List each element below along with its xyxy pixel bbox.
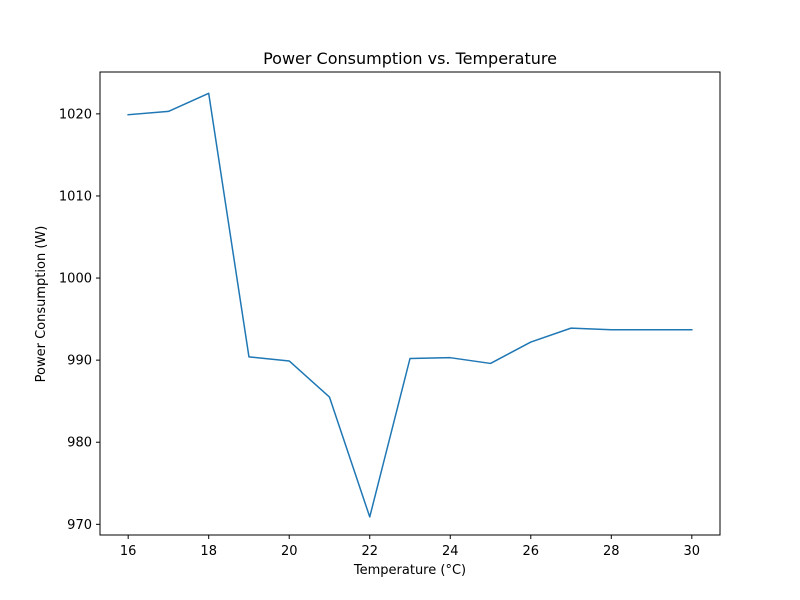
x-tick-label: 18 xyxy=(200,544,217,559)
y-tick-label: 980 xyxy=(67,436,92,451)
plot-area: 16 18 20 22 24 26 28 30 970 980 990 1000 1010 1020 xyxy=(59,71,721,559)
chart-title: Power Consumption vs. Temperature xyxy=(263,49,557,68)
y-tick-label: 970 xyxy=(67,518,92,533)
y-tick-label: 1010 xyxy=(59,189,92,204)
x-tick-label: 24 xyxy=(442,544,459,559)
x-tick-label: 22 xyxy=(361,544,378,559)
x-tick-label: 26 xyxy=(523,544,540,559)
x-axis-label: Temperature (°C) xyxy=(353,563,466,578)
x-tick-label: 28 xyxy=(603,544,620,559)
x-tick-label: 30 xyxy=(684,544,701,559)
y-tick-label: 990 xyxy=(67,354,92,369)
y-tick-label: 1000 xyxy=(59,272,92,287)
series-line-0 xyxy=(127,92,693,518)
axes-frame xyxy=(99,71,721,536)
x-tick-label: 20 xyxy=(281,544,298,559)
y-tick-label: 1020 xyxy=(59,107,92,122)
y-axis-label: Power Consumption (W) xyxy=(34,226,49,383)
x-tick-label: 16 xyxy=(120,544,137,559)
